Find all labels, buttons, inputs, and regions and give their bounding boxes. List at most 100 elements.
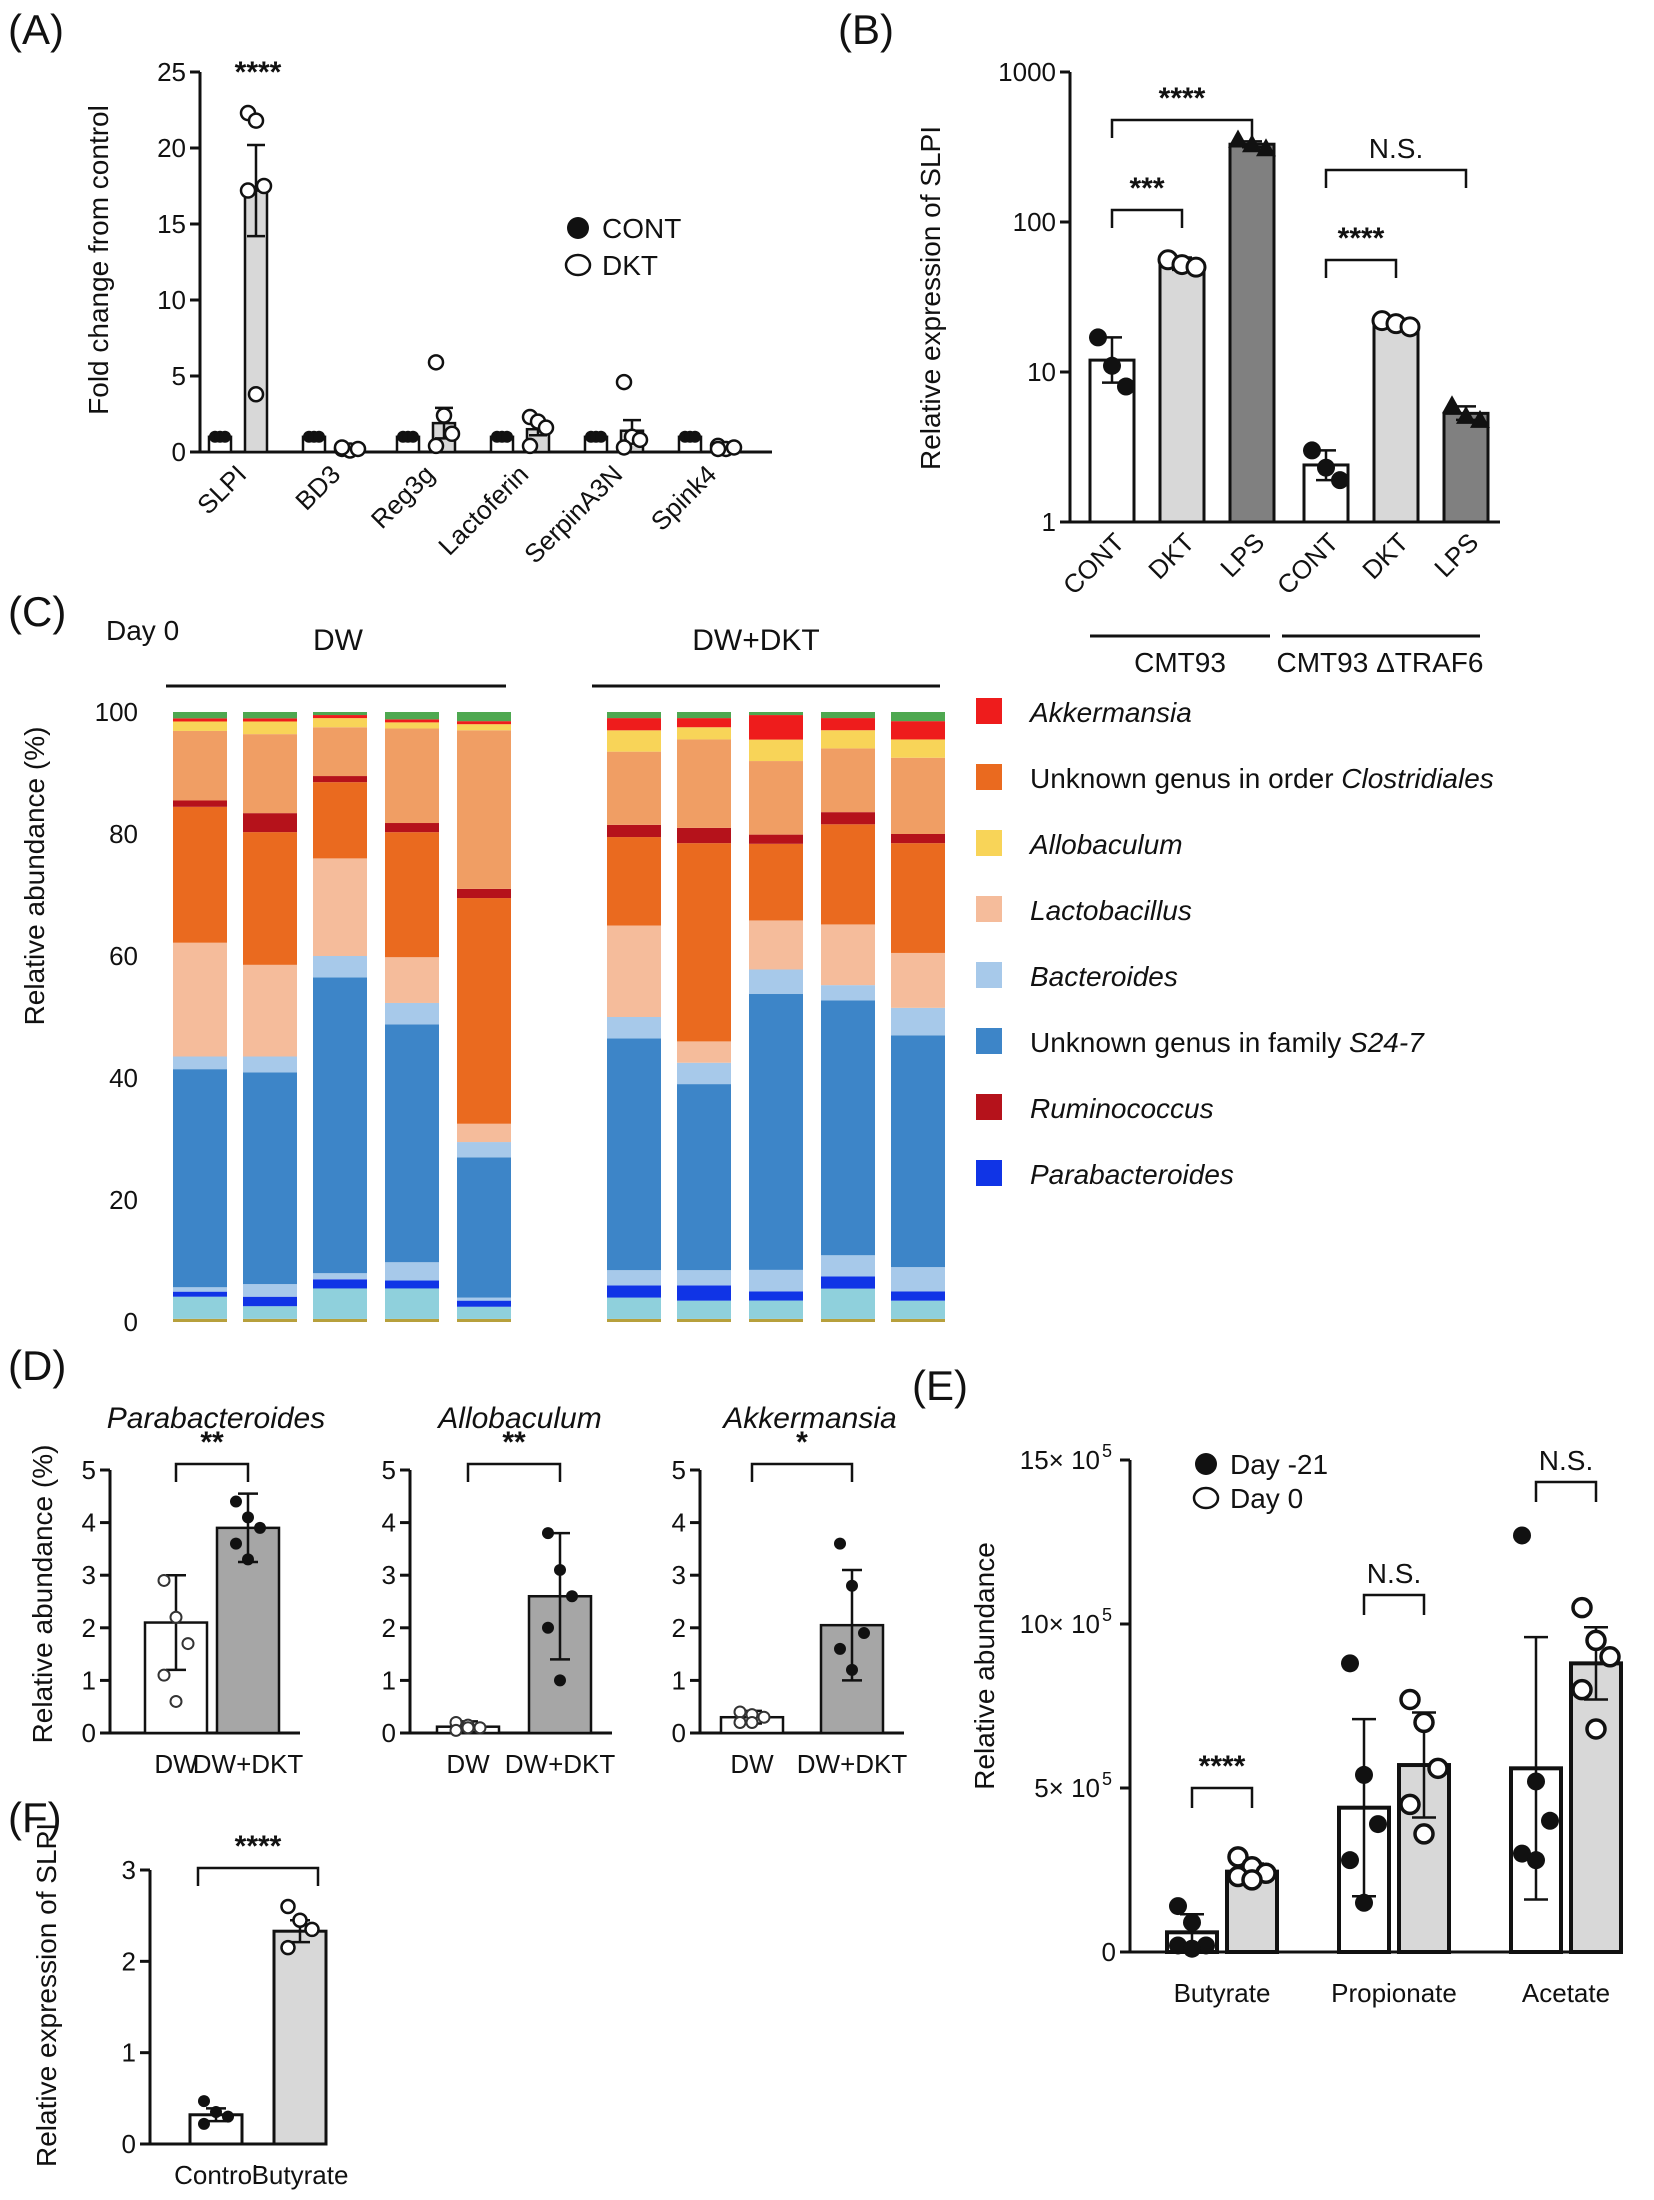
- segment-akkermansia-sample-1: [173, 718, 227, 722]
- segment-akkermansia-sample-4: [385, 719, 439, 723]
- segment-orange-light-sample-3: [313, 727, 367, 777]
- segment-bacteroides-sample-9: [821, 1255, 875, 1277]
- segment-lactobacillus-sample-3: [313, 858, 367, 956]
- point-cont-0: [1089, 328, 1107, 347]
- significance-butyrate-vs-control-label: ****: [235, 1830, 282, 1863]
- panel-e-legend: Day -21 Day 0: [1192, 1449, 1328, 1514]
- segment-ruminococcus-sample-9: [821, 812, 875, 825]
- segment-teal-sample-7: [677, 1300, 731, 1319]
- panel-e-ylabel: Relative abundance: [969, 1542, 1000, 1790]
- point-cont-3: [1331, 471, 1349, 490]
- panel-label-e: (E): [912, 1362, 968, 1409]
- x-label-allobaculum-dw-dkt: DW+DKT: [505, 1749, 616, 1779]
- segment-green-sample-1: [173, 712, 227, 719]
- significance-cont-lps-label: ****: [1159, 82, 1206, 115]
- significance-slpi: ****: [235, 56, 282, 89]
- segment-bacteroides-sample-9: [821, 985, 875, 1001]
- segment-olive-sample-1: [173, 1318, 227, 1322]
- segment-bacteroides-sample-3: [313, 1273, 367, 1280]
- x-label-lps-2: LPS: [1214, 527, 1270, 583]
- segment-olive-sample-8: [749, 1318, 803, 1322]
- panel-b-y-tick-label: 100: [1013, 207, 1056, 237]
- segment-akkermansia-sample-3: [313, 715, 367, 719]
- point-control: [210, 2106, 222, 2119]
- point-dkt-reg3g: [427, 354, 445, 371]
- significance-parabacteroides-label: **: [200, 1426, 224, 1459]
- point-cont-lactoferin: [501, 430, 513, 443]
- point-lps-5: [1470, 409, 1490, 428]
- legend-label-clostridiales: Unknown genus in order Clostridiales: [1030, 763, 1494, 794]
- point-dkt-reg3g: [435, 407, 453, 424]
- segment-green-sample-2: [243, 712, 297, 719]
- point-allobaculum-dw: [473, 1721, 487, 1735]
- panel-b-y-tick-label: 10: [1027, 357, 1056, 387]
- point-acetate-day0: [1599, 1646, 1621, 1668]
- segment-bacteroides-sample-1: [173, 1287, 227, 1292]
- segment-clostridiales-sample-3: [313, 782, 367, 859]
- x-label-akkermansia-dw: DW: [730, 1749, 774, 1779]
- point-dkt-1: [1185, 256, 1207, 278]
- point-dkt-lactoferin: [521, 437, 539, 455]
- segment-parabacteroides-sample-6: [607, 1285, 661, 1298]
- panel-d-parabacteroides-y-tick-label: 5: [82, 1455, 96, 1485]
- segment-s24-7-sample-9: [821, 1000, 875, 1256]
- segment-bacteroides-sample-7: [677, 1062, 731, 1085]
- panel-label-d: (D): [8, 1342, 66, 1389]
- point-propionate-day0: [1427, 1757, 1449, 1780]
- point-propionate-day-21: [1341, 1654, 1359, 1673]
- bar-acetate-day-0: [1569, 1661, 1623, 1954]
- point-dkt-slpi: [255, 177, 273, 195]
- significance-cont-dkt: [1110, 208, 1184, 228]
- segment-s24-7-sample-2: [243, 1072, 297, 1285]
- bar-cont-cmt93: [1088, 358, 1136, 524]
- point-lps-2: [1228, 129, 1248, 148]
- point-akkermansia-dw-dkt: [834, 1642, 846, 1655]
- point-lps-5: [1456, 405, 1476, 424]
- point-akkermansia-dw-dkt: [846, 1663, 858, 1676]
- segment-clostridiales-sample-8: [749, 843, 803, 921]
- legend-label-bacteroides: Bacteroides: [1030, 961, 1178, 992]
- panel-a-y-tick-label: 15: [157, 209, 186, 239]
- significance-traf6-cont-dkt: [1324, 258, 1398, 278]
- point-acetate-day-21: [1527, 1851, 1545, 1870]
- segment-teal-sample-10: [891, 1300, 945, 1319]
- point-dkt-4: [1399, 316, 1421, 338]
- panel-c-ylabel: Relative abundance (%): [19, 727, 50, 1026]
- group-label-cmt93: CMT93: [1134, 647, 1226, 678]
- point-allobaculum-dw-dkt: [542, 1527, 554, 1540]
- point-parabacteroides-dw-dkt: [230, 1495, 242, 1508]
- point-cont-0: [1117, 377, 1135, 396]
- significance-akkermansia: [750, 1462, 854, 1482]
- point-parabacteroides-dw: [169, 1610, 183, 1624]
- x-label-reg3g: Reg3g: [365, 459, 440, 534]
- legend-label-parabacteroides: Parabacteroides: [1030, 1159, 1234, 1190]
- point-parabacteroides-dw: [181, 1637, 195, 1651]
- segment-green-sample-9: [821, 712, 875, 719]
- segment-olive-sample-10: [891, 1318, 945, 1322]
- point-butyrate-day-21: [1169, 1936, 1187, 1955]
- segment-parabacteroides-sample-3: [313, 1279, 367, 1289]
- point-butyrate-day-21: [1197, 1936, 1215, 1955]
- x-label-slpi: SLPI: [191, 459, 252, 520]
- segment-parabacteroides-sample-4: [385, 1280, 439, 1289]
- segment-bacteroides-sample-7: [677, 1270, 731, 1286]
- point-butyrate-day-21: [1183, 1913, 1201, 1932]
- panel-d-parabacteroides-y-tick-label: 2: [82, 1613, 96, 1643]
- segment-teal-sample-5: [457, 1306, 511, 1319]
- point-cont-serpina3n: [595, 430, 607, 443]
- segment-bacteroides-sample-10: [891, 1007, 945, 1036]
- point-butyrate-day0: [1241, 1869, 1263, 1891]
- point-butyrate: [292, 1912, 308, 1928]
- panel-e-y-tick-label: 0: [1102, 1937, 1116, 1967]
- legend-swatch-parabacteroides: [976, 1160, 1002, 1186]
- legend-swatch-ruminococcus: [976, 1094, 1002, 1120]
- legend-swatch-lactobacillus: [976, 896, 1002, 922]
- segment-parabacteroides-sample-9: [821, 1276, 875, 1289]
- legend-label-allobaculum: Allobaculum: [1028, 829, 1183, 860]
- point-acetate-day0: [1571, 1596, 1593, 1619]
- legend-label-ruminococcus: Ruminococcus: [1030, 1093, 1214, 1124]
- segment-teal-sample-8: [749, 1300, 803, 1319]
- segment-s24-7-sample-5: [457, 1157, 511, 1298]
- segment-bacteroides-sample-2: [243, 1284, 297, 1297]
- panel-c-title-day0: Day 0: [106, 615, 179, 646]
